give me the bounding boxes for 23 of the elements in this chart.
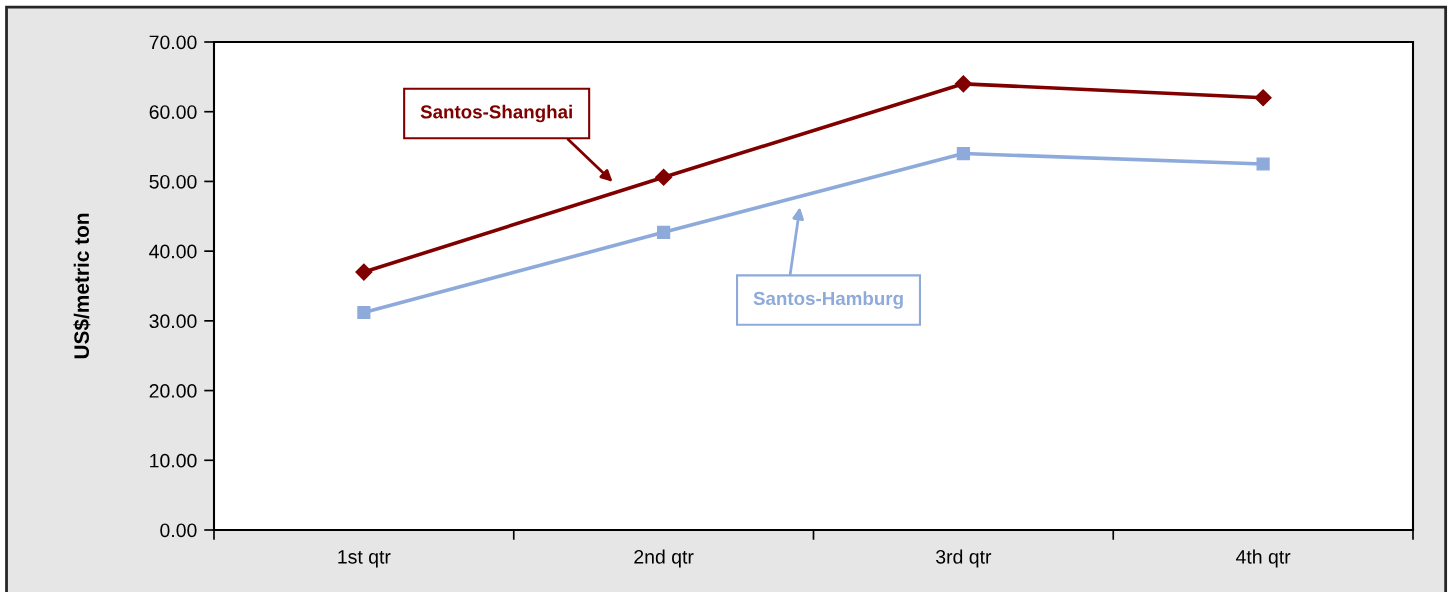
point: [956, 146, 970, 161]
point: [355, 263, 373, 281]
x-tick-label: 2nd qtr: [634, 549, 694, 568]
y-tick-label: 70.00: [149, 35, 197, 50]
y-tick-label: 0.00: [160, 523, 197, 538]
y-tick-label: 10.00: [150, 453, 197, 468]
y-tick-label: 60.00: [149, 105, 197, 119]
x-tick-label: 1st qtr: [338, 550, 391, 568]
y-tick-label: 20.00: [149, 384, 197, 398]
text: Santos-Hamburg: [753, 291, 903, 309]
x-tick-label: 3rd qtr: [936, 549, 992, 568]
point: [655, 168, 673, 186]
text: Santos-Shanghai: [420, 104, 572, 123]
y-axis-title: US$/metric ton: [73, 213, 91, 359]
point: [357, 305, 371, 320]
y-tick-label: 30.00: [149, 314, 197, 329]
x-tick-label: 4th qtr: [1236, 549, 1291, 568]
point: [1254, 89, 1272, 107]
point: [954, 75, 972, 93]
y-tick-label: 50.00: [149, 174, 197, 189]
point: [657, 225, 671, 239]
y-tick-label: 40.00: [149, 244, 197, 259]
point: [1256, 157, 1270, 171]
